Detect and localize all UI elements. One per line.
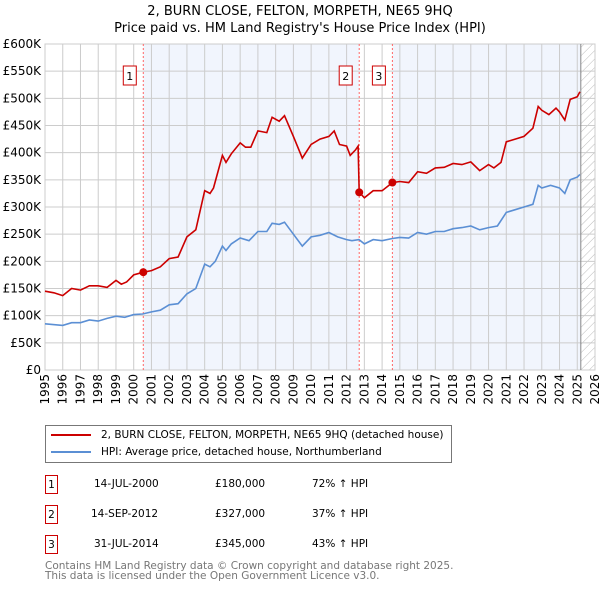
x-tick-label: 2011: [322, 374, 336, 405]
x-tick-label: 1999: [109, 374, 123, 405]
x-tick-label: 2015: [393, 374, 407, 405]
sale-marker-box: [338, 65, 353, 86]
sale-price: £180,000: [215, 478, 266, 490]
x-tick-label: 2012: [340, 374, 354, 405]
x-tick-label: 2001: [144, 374, 158, 405]
y-tick-label: £400K: [3, 146, 43, 160]
sale-marker-label: 2: [342, 70, 349, 83]
y-tick-label: £100K: [3, 309, 43, 323]
y-tick-label: £450K: [3, 119, 43, 133]
sale-marker-box: [371, 65, 386, 86]
x-tick-label: 2004: [198, 374, 212, 405]
x-tick-label: 2022: [517, 374, 531, 405]
x-tick-label: 2003: [180, 374, 194, 405]
sale-badge: 3: [45, 535, 58, 554]
sale-badge: 1: [45, 475, 58, 494]
price-chart: £0 £50K £100K £150K £200K £250K £300K £350K £400…: [3, 37, 600, 405]
x-tick-label: 2017: [428, 374, 442, 405]
legend-item-property: 2, BURN CLOSE, FELTON, MORPETH, NE65 9HQ…: [51, 429, 443, 441]
legend-label-property: 2, BURN CLOSE, FELTON, MORPETH, NE65 9HQ…: [101, 429, 444, 441]
sale-badge: 2: [45, 505, 58, 524]
sale-hpi: 37% ↑ HPI: [312, 508, 369, 520]
x-tick-label: 2016: [411, 374, 425, 405]
x-tick-label: 2009: [286, 374, 300, 405]
x-tick-label: 2018: [446, 374, 460, 405]
sale-hpi: 43% ↑ HPI: [312, 538, 369, 550]
sale-point: [388, 178, 397, 187]
y-tick-label: £500K: [3, 91, 43, 105]
x-tick-label: 1995: [38, 374, 52, 405]
x-tick-label: 2002: [162, 374, 176, 405]
x-tick-label: 2025: [570, 374, 584, 405]
legend-item-hpi: HPI: Average price, detached house, Nort…: [51, 446, 382, 458]
x-tick-label: 2019: [464, 374, 478, 405]
x-tick-label: 1996: [56, 374, 70, 405]
sale-marker-label: 1: [126, 70, 133, 83]
x-tick-label: 2008: [269, 374, 283, 405]
x-tick-label: 2007: [251, 374, 265, 405]
sale-row-2: 2 14-SEP-2012 £327,000 37% ↑ HPI: [45, 505, 465, 525]
x-tick-label: 2013: [357, 374, 371, 405]
sale-date: 14-JUL-2000: [94, 478, 159, 490]
x-tick-label: 1997: [73, 374, 87, 405]
x-tick-label: 2026: [588, 374, 600, 405]
x-tick-label: 2021: [499, 374, 513, 405]
footer-copyright: Contains HM Land Registry data © Crown c…: [45, 560, 454, 572]
legend: 2, BURN CLOSE, FELTON, MORPETH, NE65 9HQ…: [45, 425, 452, 463]
chart-title: 2, BURN CLOSE, FELTON, MORPETH, NE65 9HQ: [147, 4, 453, 19]
x-tick-label: 2020: [482, 374, 496, 405]
x-tick-label: 2010: [304, 374, 318, 405]
y-tick-label: £200K: [3, 254, 43, 268]
y-tick-label: £300K: [3, 200, 43, 214]
hpi-series-line: [44, 173, 581, 327]
sale-point: [139, 268, 148, 277]
x-tick-label: 2023: [535, 374, 549, 405]
sale-hpi: 72% ↑ HPI: [312, 478, 369, 490]
legend-label-hpi: HPI: Average price, detached house, Nort…: [101, 446, 382, 458]
x-tick-label: 2024: [553, 374, 567, 405]
x-tick-label: 2006: [233, 374, 247, 405]
footer-licence: This data is licensed under the Open Gov…: [45, 570, 380, 582]
x-tick-label: 1998: [91, 374, 105, 405]
chart-subtitle: Price paid vs. HM Land Registry's House …: [114, 21, 486, 36]
legend-swatch-red: [51, 434, 91, 436]
y-tick-label: £150K: [3, 282, 43, 296]
y-tick-label: £0: [26, 363, 41, 377]
x-tick-label: 2014: [375, 374, 389, 405]
y-tick-label: £250K: [3, 227, 43, 241]
sale-row-3: 3 31-JUL-2014 £345,000 43% ↑ HPI: [45, 535, 465, 555]
y-tick-label: £50K: [10, 336, 42, 350]
sale-row-1: 1 14-JUL-2000 £180,000 72% ↑ HPI: [45, 475, 465, 495]
legend-swatch-blue: [51, 451, 91, 453]
y-tick-label: £550K: [3, 64, 43, 78]
sale-price: £327,000: [215, 508, 266, 520]
sale-price: £345,000: [215, 538, 266, 550]
x-tick-label: 2005: [215, 374, 229, 405]
sale-date: 31-JUL-2014: [94, 538, 159, 550]
sale-date: 14-SEP-2012: [91, 508, 159, 520]
y-tick-label: £600K: [3, 37, 43, 51]
y-tick-label: £350K: [3, 173, 43, 187]
sale-point: [355, 188, 364, 197]
sale-marker-box: [122, 65, 137, 86]
x-tick-label: 2000: [127, 374, 141, 405]
sale-marker-label: 3: [375, 70, 382, 83]
